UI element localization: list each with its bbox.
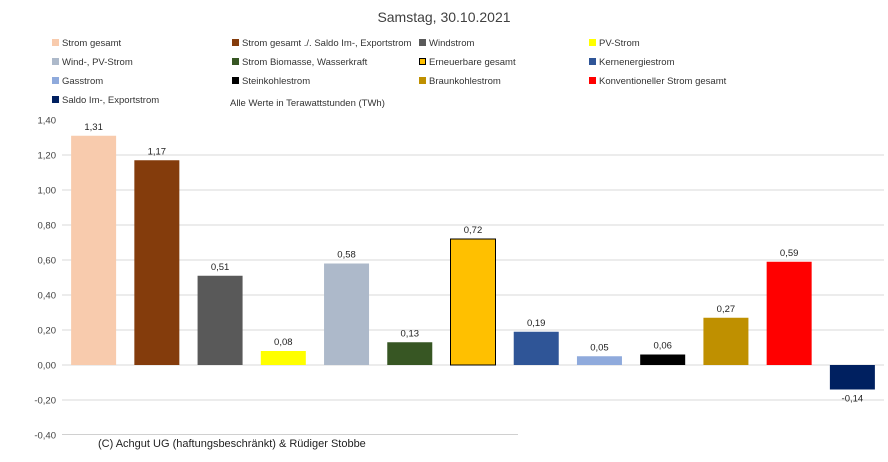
bar bbox=[197, 275, 243, 365]
legend-swatch bbox=[52, 77, 59, 84]
legend-label: Windstrom bbox=[429, 38, 475, 49]
data-label: 0,13 bbox=[401, 328, 420, 339]
legend-label: Gasstrom bbox=[62, 76, 104, 87]
data-label: 0,06 bbox=[653, 341, 672, 352]
chart-title: Samstag, 30.10.2021 bbox=[377, 9, 511, 25]
bar bbox=[260, 351, 306, 365]
data-label: 0,72 bbox=[464, 225, 483, 236]
y-tick-label: 1,40 bbox=[38, 116, 57, 127]
y-tick-label: 1,20 bbox=[38, 151, 57, 162]
legend-item: Gasstrom bbox=[52, 76, 103, 88]
bar bbox=[703, 317, 749, 365]
legend-item: Kernenergiestrom bbox=[589, 57, 675, 69]
bar bbox=[513, 331, 559, 365]
bar bbox=[766, 261, 812, 365]
y-tick-label: 0,60 bbox=[38, 256, 57, 267]
legend-swatch bbox=[52, 39, 59, 46]
bar bbox=[324, 263, 370, 365]
bar bbox=[640, 354, 686, 365]
legend-swatch bbox=[52, 96, 59, 103]
legend-item: Strom gesamt ./. Saldo Im-, Exportstrom bbox=[232, 38, 411, 50]
footer-divider bbox=[62, 434, 518, 435]
legend-item: Strom Biomasse, Wasserkraft bbox=[232, 57, 367, 69]
legend-label: Wind-, PV-Strom bbox=[62, 57, 133, 68]
legend-label: Erneuerbare gesamt bbox=[429, 57, 516, 68]
legend-label: Konventioneller Strom gesamt bbox=[599, 76, 727, 87]
legend-label: Kernenergiestrom bbox=[599, 57, 675, 68]
legend-item: Braunkohlestrom bbox=[419, 76, 501, 88]
legend-item: Erneuerbare gesamt bbox=[419, 57, 516, 69]
legend-label: Strom gesamt ./. Saldo Im-, Exportstrom bbox=[242, 38, 412, 49]
data-label: 1,31 bbox=[84, 122, 103, 133]
legend-item: Konventioneller Strom gesamt bbox=[589, 76, 726, 88]
legend-swatch bbox=[589, 39, 596, 46]
data-label: 1,17 bbox=[148, 146, 167, 157]
y-tick-label: 0,80 bbox=[38, 221, 57, 232]
legend-swatch bbox=[232, 58, 239, 65]
y-tick-label: 0,00 bbox=[38, 361, 57, 372]
bar bbox=[450, 238, 496, 366]
legend-swatch bbox=[52, 58, 59, 65]
legend-label: Steinkohlestrom bbox=[242, 76, 311, 87]
legend-label: Strom Biomasse, Wasserkraft bbox=[242, 57, 368, 68]
legend-label: PV-Strom bbox=[599, 38, 640, 49]
unit-note: Alle Werte in Terawattstunden (TWh) bbox=[230, 98, 385, 109]
legend-item: Saldo Im-, Exportstrom bbox=[52, 95, 159, 107]
legend-swatch bbox=[419, 77, 426, 84]
legend-label: Strom gesamt bbox=[62, 38, 122, 49]
data-label: 0,05 bbox=[590, 342, 609, 353]
legend-item: Strom gesamt bbox=[52, 38, 121, 50]
legend-swatch bbox=[232, 39, 239, 46]
bar bbox=[134, 160, 180, 365]
bar bbox=[829, 365, 875, 390]
y-tick-label: -0,40 bbox=[34, 431, 56, 442]
legend-label: Braunkohlestrom bbox=[429, 76, 501, 87]
bar bbox=[71, 135, 117, 365]
legend-item: PV-Strom bbox=[589, 38, 640, 50]
data-label: 0,58 bbox=[337, 250, 356, 261]
y-tick-label: 0,40 bbox=[38, 291, 57, 302]
legend-swatch bbox=[419, 58, 426, 65]
legend-item: Windstrom bbox=[419, 38, 474, 50]
legend-item: Steinkohlestrom bbox=[232, 76, 310, 88]
bar bbox=[387, 342, 433, 365]
data-label: 0,51 bbox=[211, 262, 230, 273]
data-label: 0,08 bbox=[274, 337, 293, 348]
data-label: 0,27 bbox=[717, 304, 736, 315]
y-tick-label: -0,20 bbox=[34, 396, 56, 407]
copyright-footer: (C) Achgut UG (haftungsbeschränkt) & Rüd… bbox=[98, 438, 366, 450]
legend-item: Wind-, PV-Strom bbox=[52, 57, 133, 69]
legend-swatch bbox=[589, 77, 596, 84]
data-label: 0,19 bbox=[527, 318, 546, 329]
y-tick-label: 0,20 bbox=[38, 326, 57, 337]
legend-label: Saldo Im-, Exportstrom bbox=[62, 95, 160, 106]
legend-swatch bbox=[589, 58, 596, 65]
y-tick-label: 1,00 bbox=[38, 186, 57, 197]
bar bbox=[576, 356, 622, 365]
data-label: 0,59 bbox=[780, 248, 799, 259]
legend-swatch bbox=[419, 39, 426, 46]
data-label: -0,14 bbox=[842, 394, 864, 405]
legend-swatch bbox=[232, 77, 239, 84]
